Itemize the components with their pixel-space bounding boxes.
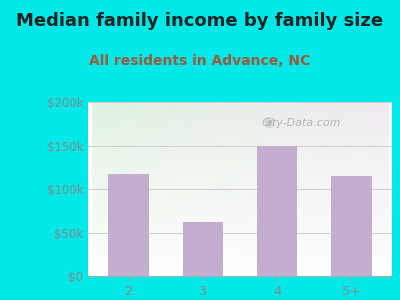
Bar	[331, 176, 372, 276]
Text: Median family income by family size: Median family income by family size	[16, 12, 384, 30]
Text: All residents in Advance, NC: All residents in Advance, NC	[89, 54, 311, 68]
Text: City-Data.com: City-Data.com	[261, 118, 340, 128]
Bar	[257, 146, 298, 276]
Bar	[108, 174, 149, 276]
Text: ◉: ◉	[264, 116, 274, 129]
Bar	[182, 222, 223, 276]
